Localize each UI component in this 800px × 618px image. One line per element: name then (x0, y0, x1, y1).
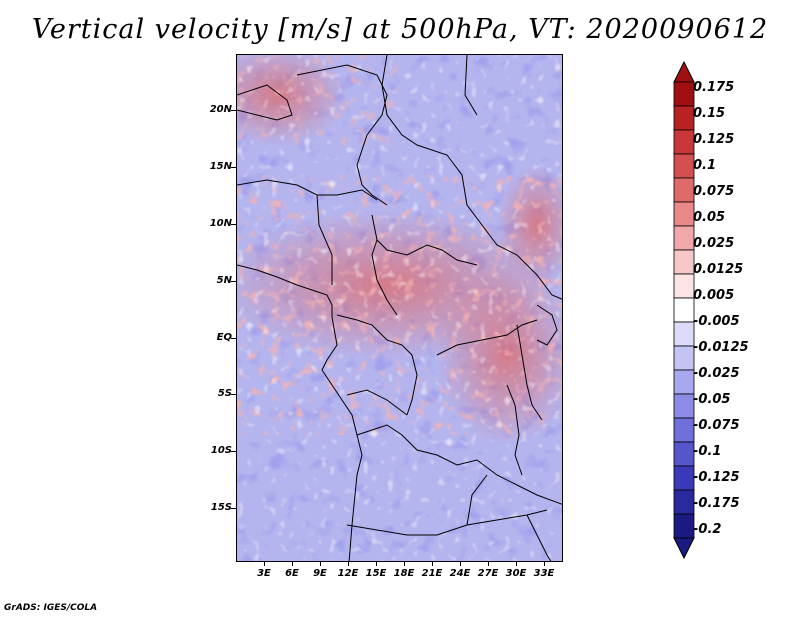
colorbar (673, 60, 695, 560)
lat-tick (231, 167, 236, 168)
lon-label-6e: 6E (285, 568, 299, 579)
coastlines (237, 55, 562, 561)
lon-tick (320, 562, 321, 566)
colorbar-swatch (673, 225, 695, 251)
lon-label-15e: 15E (365, 568, 387, 579)
colorbar-label: 0.005 (693, 288, 735, 303)
colorbar-label: -0.025 (693, 366, 740, 381)
lon-tick (348, 562, 349, 566)
colorbar-swatch (673, 273, 695, 299)
footer-credit: GrADS: IGES/COLA (4, 603, 98, 613)
lon-label-12e: 12E (337, 568, 359, 579)
lon-tick (488, 562, 489, 566)
colorbar-label: 0.15 (693, 106, 726, 121)
lat-tick (231, 338, 236, 339)
velocity-map (236, 54, 563, 562)
colorbar-swatch (673, 441, 695, 467)
colorbar-swatch (673, 249, 695, 275)
colorbar-label: 0.125 (693, 132, 735, 147)
colorbar-swatch (673, 129, 695, 155)
lat-label-5n: 5N (216, 275, 232, 286)
colorbar-swatch (673, 345, 695, 371)
colorbar-swatch (673, 489, 695, 515)
colorbar-label: 0.0125 (693, 262, 744, 277)
lon-label-27e: 27E (477, 568, 499, 579)
colorbar-arrow-top (673, 60, 695, 83)
colorbar-label: -0.005 (693, 314, 740, 329)
colorbar-swatch (673, 513, 695, 539)
lon-label-33e: 33E (533, 568, 555, 579)
colorbar-swatch (673, 393, 695, 419)
colorbar-label: 0.025 (693, 236, 735, 251)
lat-label-15s: 15S (210, 502, 232, 513)
colorbar-swatch (673, 153, 695, 179)
lat-label-5s: 5S (217, 388, 232, 399)
lat-label-10n: 10N (209, 218, 232, 229)
chart-title: Vertical velocity [m/s] at 500hPa, VT: 2… (31, 14, 769, 45)
lon-tick (264, 562, 265, 566)
colorbar-label: -0.0125 (693, 340, 749, 355)
lat-tick (231, 451, 236, 452)
lon-tick (544, 562, 545, 566)
colorbar-arrow-bottom (673, 537, 695, 560)
lon-tick (460, 562, 461, 566)
lon-label-18e: 18E (393, 568, 415, 579)
lon-tick (404, 562, 405, 566)
lat-label-20n: 20N (209, 104, 232, 115)
colorbar-label: 0.175 (693, 80, 735, 95)
lon-tick (292, 562, 293, 566)
lon-label-3e: 3E (257, 568, 271, 579)
colorbar-swatch (673, 177, 695, 203)
colorbar-label: -0.05 (693, 392, 731, 407)
colorbar-label: 0.05 (693, 210, 726, 225)
colorbar-swatch (673, 105, 695, 131)
lon-label-9e: 9E (313, 568, 327, 579)
colorbar-swatch (673, 81, 695, 107)
lat-label-eq: EQ (216, 332, 232, 343)
lat-tick (231, 394, 236, 395)
lon-tick (516, 562, 517, 566)
colorbar-swatch (673, 297, 695, 323)
lat-tick (231, 224, 236, 225)
lat-tick (231, 110, 236, 111)
lat-tick (231, 281, 236, 282)
colorbar-swatch (673, 201, 695, 227)
colorbar-label: -0.175 (693, 496, 740, 511)
colorbar-label: 0.075 (693, 184, 735, 199)
lon-label-24e: 24E (449, 568, 471, 579)
colorbar-swatch (673, 369, 695, 395)
colorbar-label: 0.1 (693, 158, 717, 173)
colorbar-swatch (673, 465, 695, 491)
lat-tick (231, 508, 236, 509)
colorbar-swatch (673, 321, 695, 347)
colorbar-label: -0.1 (693, 444, 722, 459)
colorbar-label: -0.075 (693, 418, 740, 433)
lat-label-15n: 15N (209, 161, 232, 172)
colorbar-label: -0.2 (693, 522, 722, 537)
lon-label-21e: 21E (421, 568, 443, 579)
lat-label-10s: 10S (210, 445, 232, 456)
lon-label-30e: 30E (505, 568, 527, 579)
colorbar-swatch (673, 417, 695, 443)
lon-tick (432, 562, 433, 566)
colorbar-label: -0.125 (693, 470, 740, 485)
lon-tick (376, 562, 377, 566)
